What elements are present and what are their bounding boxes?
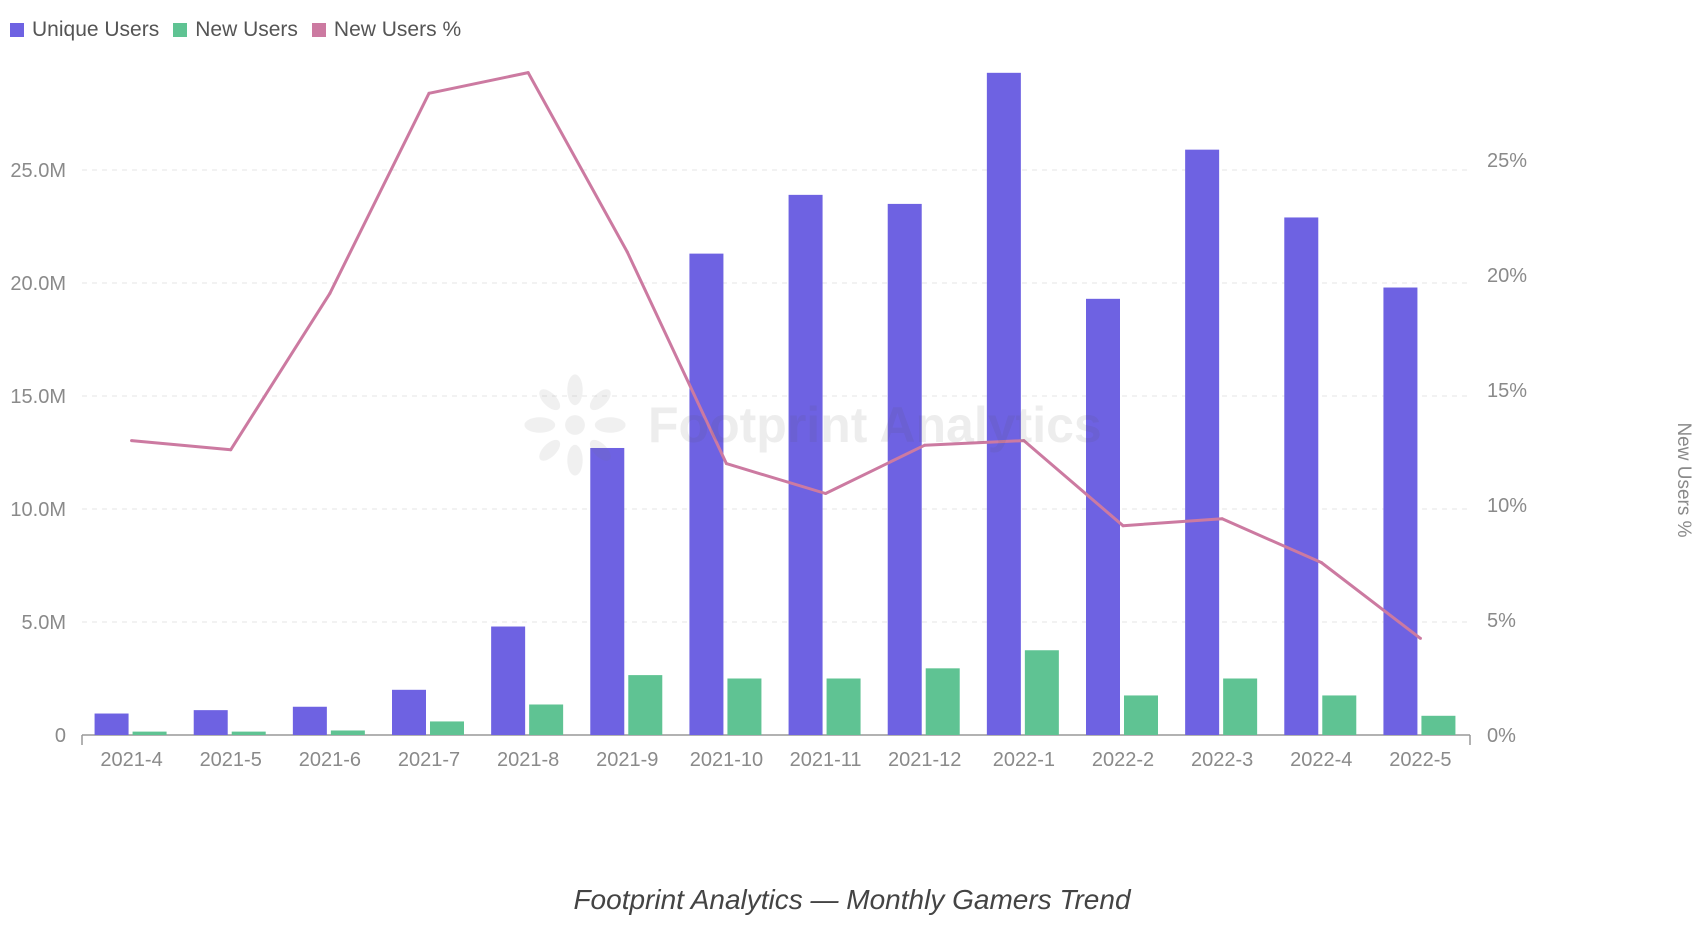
point-new-users-pct xyxy=(328,291,332,295)
bar-unique-users xyxy=(94,713,129,735)
x-tick-label: 2021-8 xyxy=(497,749,559,771)
bar-unique-users xyxy=(392,689,426,735)
y-right-tick-label: 10% xyxy=(1487,495,1527,517)
y-left-tick-label: 25.0M xyxy=(10,160,66,182)
bar-unique-users xyxy=(986,72,1021,735)
bar-unique-users xyxy=(788,194,823,736)
x-tick-label: 2022-5 xyxy=(1389,749,1451,771)
x-tick-label: 2022-3 xyxy=(1191,749,1253,771)
y-right-tick-label: 20% xyxy=(1487,265,1527,287)
bar-unique-users xyxy=(491,626,526,735)
bar-new-users xyxy=(330,730,365,735)
bar-unique-users xyxy=(689,253,724,735)
bar-new-users xyxy=(430,721,464,735)
point-new-users-pct xyxy=(923,443,927,447)
x-tick-label: 2022-1 xyxy=(993,749,1055,771)
point-new-users-pct xyxy=(229,448,233,452)
point-new-users-pct xyxy=(1418,636,1422,640)
x-tick-label: 2021-10 xyxy=(690,749,763,771)
x-tick-label: 2021-5 xyxy=(200,749,262,771)
point-new-users-pct xyxy=(824,492,828,495)
line-new-users-pct xyxy=(131,71,1422,640)
bar-new-users xyxy=(1421,715,1456,735)
point-new-users-pct xyxy=(1220,517,1224,521)
bar-new-users xyxy=(925,668,960,735)
legend-item-new-users-pct[interactable]: New Users % xyxy=(311,18,462,42)
y-right-tick-label: 5% xyxy=(1487,610,1516,632)
y-left-tick-label: 15.0M xyxy=(10,386,66,408)
x-tick-label: 2022-4 xyxy=(1290,749,1352,771)
x-tick-label: 2021-7 xyxy=(398,749,460,771)
point-new-users-pct xyxy=(526,71,530,75)
point-new-users-pct xyxy=(1121,524,1125,528)
bar-unique-users xyxy=(1185,149,1220,735)
x-tick-label: 2021-4 xyxy=(100,749,162,771)
bar-new-users xyxy=(1124,695,1158,735)
bar-unique-users xyxy=(1383,287,1418,735)
right-axis-title: New Users % xyxy=(1673,422,1694,538)
bar-new-users xyxy=(1223,678,1258,735)
chart-caption: Footprint Analytics — Monthly Gamers Tre… xyxy=(573,884,1131,915)
y-left-tick-label: 0 xyxy=(55,725,66,747)
y-left-tick-label: 5.0M xyxy=(22,612,66,634)
point-new-users-pct xyxy=(625,250,629,254)
bar-new-users xyxy=(1024,650,1059,735)
point-new-users-pct xyxy=(724,462,728,466)
legend-item-unique-users[interactable]: Unique Users xyxy=(10,18,159,42)
x-tick-label: 2021-9 xyxy=(596,749,658,771)
y-right-tick-label: 25% xyxy=(1487,150,1527,172)
legend-item-new-users[interactable]: New Users xyxy=(173,18,298,42)
legend-swatch-unique-users xyxy=(10,23,24,37)
y-right-tick-label: 0% xyxy=(1487,725,1516,747)
point-new-users-pct xyxy=(1319,561,1323,564)
bar-unique-users xyxy=(590,447,625,735)
y-left-tick-label: 20.0M xyxy=(10,273,66,295)
bar-unique-users xyxy=(193,710,228,735)
bar-new-users xyxy=(231,731,266,735)
x-tick-label: 2021-12 xyxy=(888,749,961,771)
legend-swatch-new-users xyxy=(173,23,188,37)
y-left-tick-label: 10.0M xyxy=(10,499,66,521)
bar-new-users xyxy=(1322,695,1357,735)
legend-swatch-new-users-pct xyxy=(311,23,326,37)
bar-new-users xyxy=(727,678,762,735)
legend-label-new-users-pct: New Users % xyxy=(333,18,462,41)
bar-new-users xyxy=(529,704,564,735)
legend-label-new-users: New Users xyxy=(195,18,298,41)
point-new-users-pct xyxy=(427,91,431,95)
bar-new-users xyxy=(628,675,663,735)
bar-unique-users xyxy=(292,706,327,735)
bar-new-users xyxy=(132,731,167,735)
x-tick-label: 2021-11 xyxy=(790,749,862,771)
x-tick-label: 2021-6 xyxy=(299,749,361,771)
point-new-users-pct xyxy=(1022,439,1026,443)
bar-new-users xyxy=(826,678,861,735)
bar-unique-users xyxy=(887,203,922,735)
point-new-users-pct xyxy=(130,439,134,443)
y-right-tick-label: 15% xyxy=(1487,380,1527,402)
bar-unique-users xyxy=(1284,217,1319,735)
legend-label-unique-users: Unique Users xyxy=(32,18,160,41)
x-tick-label: 2022-2 xyxy=(1092,749,1154,771)
legend: Unique Users New Users New Users % xyxy=(10,18,461,42)
